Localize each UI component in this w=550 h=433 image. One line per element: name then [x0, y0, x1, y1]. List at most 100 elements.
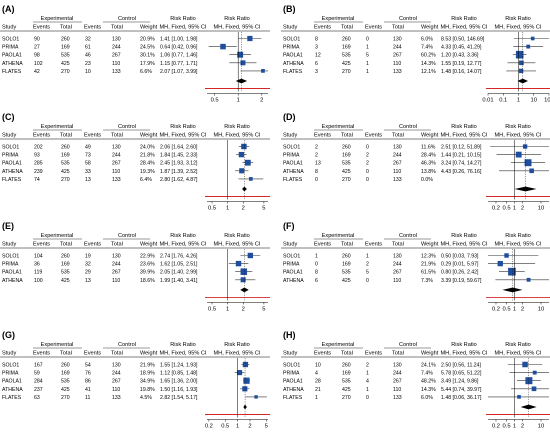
study-weight: 7.4% [421, 371, 433, 377]
study-weight: 18.6% [140, 278, 155, 284]
forest-panel-d: (D) Experimental Control Risk Ratio Risk Rat… [281, 112, 550, 212]
study-name: PRIMA [283, 371, 300, 377]
study-weight: 17.9% [140, 61, 155, 67]
header-weight: Weight [140, 242, 158, 248]
header-events: Events [314, 25, 331, 31]
header-total: Total [341, 242, 353, 248]
study-risk-ratio: 3.39 [0.19, 59.67] [441, 278, 482, 284]
header-risk-ratio: Risk Ratio [224, 124, 250, 130]
study-name: FLATES [2, 69, 22, 75]
study-weight: 23.6% [140, 262, 155, 268]
experimental-events: 28 [315, 379, 321, 385]
control-events: 58 [85, 161, 91, 167]
study-name: SOLO1 [283, 363, 300, 369]
header-risk-ratio: Risk Ratio [505, 342, 531, 348]
header-control: Control [118, 124, 136, 130]
study-effect-box [531, 386, 537, 392]
control-total: 133 [112, 395, 121, 401]
study-weight: 11.6% [421, 145, 436, 151]
header-events: Events [365, 25, 382, 31]
study-name: SOLO1 [283, 145, 300, 151]
study-weight: 34.9% [140, 379, 155, 385]
study-effect-box [524, 159, 532, 167]
x-tick-label: 0.5 [502, 206, 510, 212]
x-tick-label: 1 [237, 98, 240, 104]
header-control: Control [118, 16, 136, 22]
study-risk-ratio: 1.48 [0.06, 36.17] [441, 395, 482, 401]
x-tick-label: 2 [521, 424, 524, 430]
header-total: Total [111, 133, 123, 139]
header-total: Total [392, 133, 404, 139]
study-risk-ratio: 1.48 [0.16, 14.07] [441, 69, 482, 75]
header-mh-ci: MH, Fixed, 95% CI [214, 133, 261, 139]
control-events: 61 [85, 45, 91, 51]
study-weight: 6.0% [421, 395, 433, 401]
panel-label: (F) [283, 221, 295, 231]
experimental-events: 100 [34, 278, 43, 284]
control-total: 110 [393, 169, 401, 175]
experimental-events: 90 [34, 37, 40, 43]
experimental-total: 169 [342, 45, 351, 51]
control-total: 133 [393, 395, 402, 401]
panel-label: (E) [2, 221, 14, 231]
header-risk-ratio: Risk Ratio [170, 233, 196, 239]
study-effect-box [242, 361, 249, 368]
experimental-events: 4 [315, 371, 318, 377]
experimental-events: 202 [34, 145, 43, 151]
experimental-total: 260 [61, 363, 70, 369]
header-mh-ci: MH, Fixed, 95% CI [441, 242, 488, 248]
study-name: FLATES [2, 395, 22, 401]
header-events: Events [365, 242, 382, 248]
study-weight: 7.4% [421, 45, 433, 51]
study-effect-box [248, 177, 253, 181]
experimental-total: 425 [61, 387, 70, 393]
control-total: 130 [393, 145, 402, 151]
study-effect-box [243, 377, 250, 384]
control-events: 0 [366, 145, 369, 151]
experimental-total: 425 [342, 61, 351, 67]
x-tick-label: 10 [538, 306, 544, 312]
header-events: Events [33, 25, 50, 31]
experimental-total: 169 [342, 262, 351, 268]
experimental-events: 1 [315, 395, 318, 401]
header-weight: Weight [140, 351, 158, 357]
study-name: PRIMA [2, 153, 19, 159]
experimental-events: 8 [315, 169, 318, 175]
study-weight: 6.4% [140, 177, 152, 183]
study-name: PRIMA [283, 45, 300, 51]
header-mh-ci: MH, Fixed, 95% CI [495, 25, 542, 31]
study-risk-ratio: 2.74 [1.76, 4.26] [160, 254, 198, 260]
study-risk-ratio: 0.29 [0.01, 5.97] [441, 262, 479, 268]
study-effect-box [526, 277, 531, 282]
study-weight: 12.3% [421, 254, 436, 260]
control-total: 244 [112, 153, 121, 159]
study-weight: 24.1% [421, 363, 436, 369]
study-name: SOLO1 [2, 363, 19, 369]
header-risk-ratio: Risk Ratio [224, 233, 250, 239]
experimental-events: 239 [34, 169, 43, 175]
study-effect-box [261, 69, 265, 73]
header-events: Events [84, 133, 101, 139]
study-risk-ratio: 3.49 [1.24, 9.86] [441, 379, 479, 385]
experimental-total: 270 [342, 177, 351, 183]
header-risk-ratio: Risk Ratio [451, 233, 477, 239]
header-risk-ratio: Risk Ratio [224, 16, 250, 22]
study-effect-box [532, 370, 537, 375]
header-total: Total [60, 351, 72, 357]
x-tick-label: 100 [544, 98, 550, 104]
study-weight: 30.1% [140, 53, 155, 59]
study-effect-box [247, 35, 253, 42]
header-experimental: Experimental [322, 233, 355, 239]
header-events: Events [314, 133, 331, 139]
control-events: 13 [85, 278, 91, 284]
control-total: 110 [393, 278, 401, 284]
experimental-total: 270 [342, 395, 351, 401]
study-name: PAOLA1 [2, 270, 22, 276]
x-tick-label: 0.5 [502, 306, 510, 312]
header-study: Study [2, 242, 17, 248]
study-risk-ratio: 1.15 [0.77, 1.71] [160, 61, 198, 67]
study-risk-ratio: 1.41 [1.00, 1.98] [160, 37, 198, 43]
forest-panel-f: (F) Experimental Control Risk Ratio Risk Rat… [281, 221, 550, 312]
header-control: Control [399, 342, 417, 348]
